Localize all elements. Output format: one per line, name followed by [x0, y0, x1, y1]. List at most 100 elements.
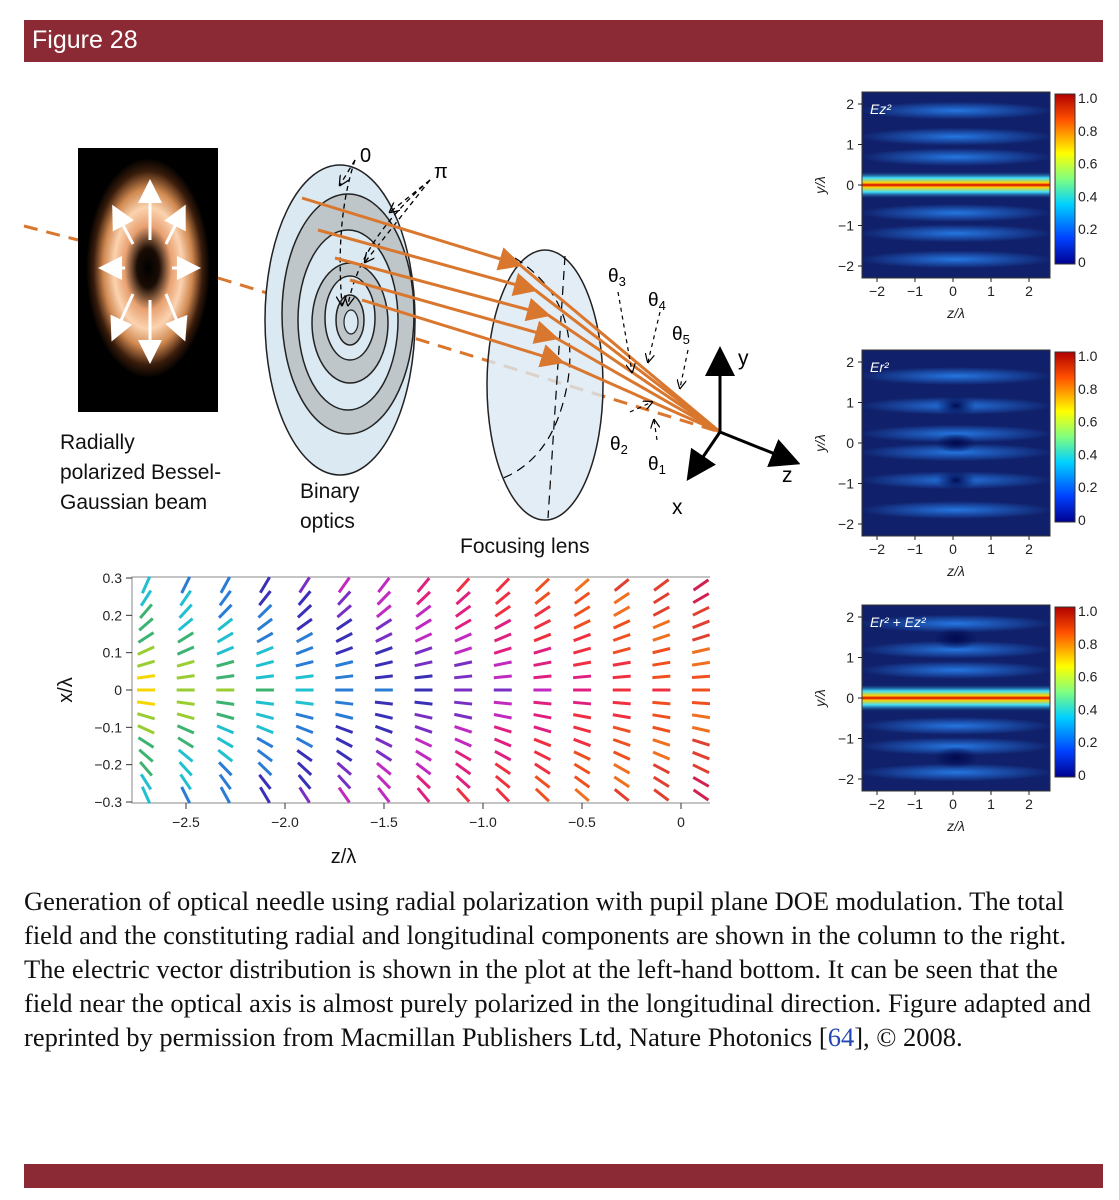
vector-arrow — [691, 633, 710, 642]
vector-arrow — [495, 787, 511, 803]
vector-arrow — [375, 618, 393, 631]
figure-title: Figure 28 — [32, 26, 138, 54]
vector-arrow — [454, 762, 472, 776]
colorbar — [1054, 93, 1076, 265]
vector-arrow — [216, 712, 235, 721]
y-tick-label: −1 — [838, 476, 854, 492]
vector-arrow — [652, 750, 671, 761]
vector-arrow — [216, 674, 235, 680]
intensity-band — [858, 127, 1054, 146]
vector-arrow — [573, 619, 591, 630]
vector-arrow — [296, 761, 313, 776]
vector-arrow — [374, 646, 393, 656]
figure-header: Figure 28 — [24, 20, 1103, 62]
vector-arrow — [374, 674, 393, 680]
vector-arrow — [256, 736, 274, 749]
vector-arrow — [259, 786, 271, 804]
x-tick-label: 1 — [987, 796, 995, 812]
vector-arrow — [137, 645, 155, 656]
x-tick-label: 1 — [987, 283, 995, 299]
heatmap-panel: Er² 2 1 0 −1 −2 −2 −1 0 1 2 z/λ y/λ 1.0 0.8 0.6 0.4 0.2 0 — [812, 348, 1098, 579]
vector-arrow — [613, 775, 631, 789]
vector-arrow — [216, 736, 234, 749]
colorbar-tick-label: 0.6 — [1078, 156, 1098, 172]
vector-arrow — [534, 605, 551, 618]
y-tick-label: 0 — [846, 435, 854, 451]
vector-arrow — [652, 605, 671, 617]
vector-arrow — [217, 617, 234, 632]
vector-arrow — [415, 762, 432, 776]
theta2-label: θ2 — [610, 434, 628, 457]
vector-arrow — [573, 737, 592, 748]
y-tick-label: 0 — [846, 690, 854, 706]
y-tick-label: 1 — [846, 395, 854, 411]
vector-arrow — [415, 590, 432, 606]
vector-arrow — [295, 700, 314, 706]
vector-arrow — [414, 646, 433, 655]
colorbar-tick-label: 0.2 — [1078, 221, 1098, 237]
vector-arrow — [573, 605, 591, 618]
y-tick-label: −0.3 — [94, 794, 122, 810]
vector-arrow — [375, 604, 392, 619]
vector-arrow — [335, 674, 354, 680]
vector-arrow — [137, 631, 155, 644]
vector-arrow — [534, 591, 551, 605]
vector-arrow — [454, 749, 472, 762]
colorbar-tick-label: 0.8 — [1078, 123, 1098, 139]
vector-arrow — [692, 605, 710, 617]
colorbar-tick-label: 0.2 — [1078, 734, 1098, 750]
y-tick-label: 0 — [114, 682, 122, 698]
figure-caption: Generation of optical needle using radia… — [24, 886, 1092, 1052]
vector-arrow — [414, 737, 433, 748]
vector-arrow — [494, 774, 511, 789]
vector-arrow — [652, 633, 671, 642]
colorbar-tick-label: 1.0 — [1078, 348, 1098, 364]
vector-arrow — [296, 617, 313, 631]
vector-arrow — [256, 617, 274, 631]
vector-arrow — [653, 578, 670, 592]
vector-arrow — [416, 577, 431, 593]
x-tick-label: −2 — [869, 541, 885, 557]
vector-arrow — [218, 773, 232, 791]
vector-arrow — [691, 647, 710, 655]
heatmap-label: Er² — [870, 359, 890, 375]
vector-arrow — [653, 788, 670, 802]
vector-arrow — [140, 786, 152, 804]
vector-arrow — [337, 786, 351, 804]
vector-arrow — [495, 577, 511, 593]
vector-arrow — [455, 590, 471, 606]
y-tick-label: 0.2 — [103, 607, 123, 623]
vector-arrow — [335, 737, 353, 748]
reference-link[interactable]: 64 — [827, 1022, 855, 1052]
vector-arrow — [533, 660, 552, 667]
vector-arrow — [691, 700, 710, 706]
vector-arrow — [295, 660, 314, 668]
x-tick-label: 2 — [1025, 796, 1033, 812]
vector-arrow — [573, 591, 591, 605]
x-tick-label: −0.5 — [568, 814, 596, 830]
vector-arrow — [692, 776, 710, 788]
vector-arrow — [613, 605, 631, 617]
intensity-band — [858, 640, 1054, 659]
vector-arrow — [416, 787, 431, 803]
vector-arrow — [652, 674, 671, 680]
vector-arrow — [374, 724, 393, 734]
intensity-band — [858, 500, 1054, 519]
vector-arrow — [337, 590, 352, 606]
coordinate-axes — [686, 346, 800, 481]
vector-arrow — [612, 738, 631, 747]
vector-arrow — [137, 736, 155, 749]
vector-arrow — [454, 712, 473, 720]
vector-arrow — [295, 736, 314, 749]
vector-arrow — [176, 724, 195, 735]
intensity-band — [858, 737, 1054, 756]
vector-arrow — [494, 618, 512, 630]
vector-arrow — [691, 725, 710, 733]
vector-arrow — [652, 738, 671, 747]
vector-arrow — [612, 700, 631, 706]
vector-arrow — [415, 774, 432, 790]
heatmap-panel: Er² + Ez² 2 1 0 −1 −2 −2 −1 0 1 2 z/λ y/λ 1.0 0.8 0.6 0.… — [812, 603, 1098, 834]
vector-arrow — [612, 713, 631, 720]
vector-arrow — [297, 774, 312, 790]
